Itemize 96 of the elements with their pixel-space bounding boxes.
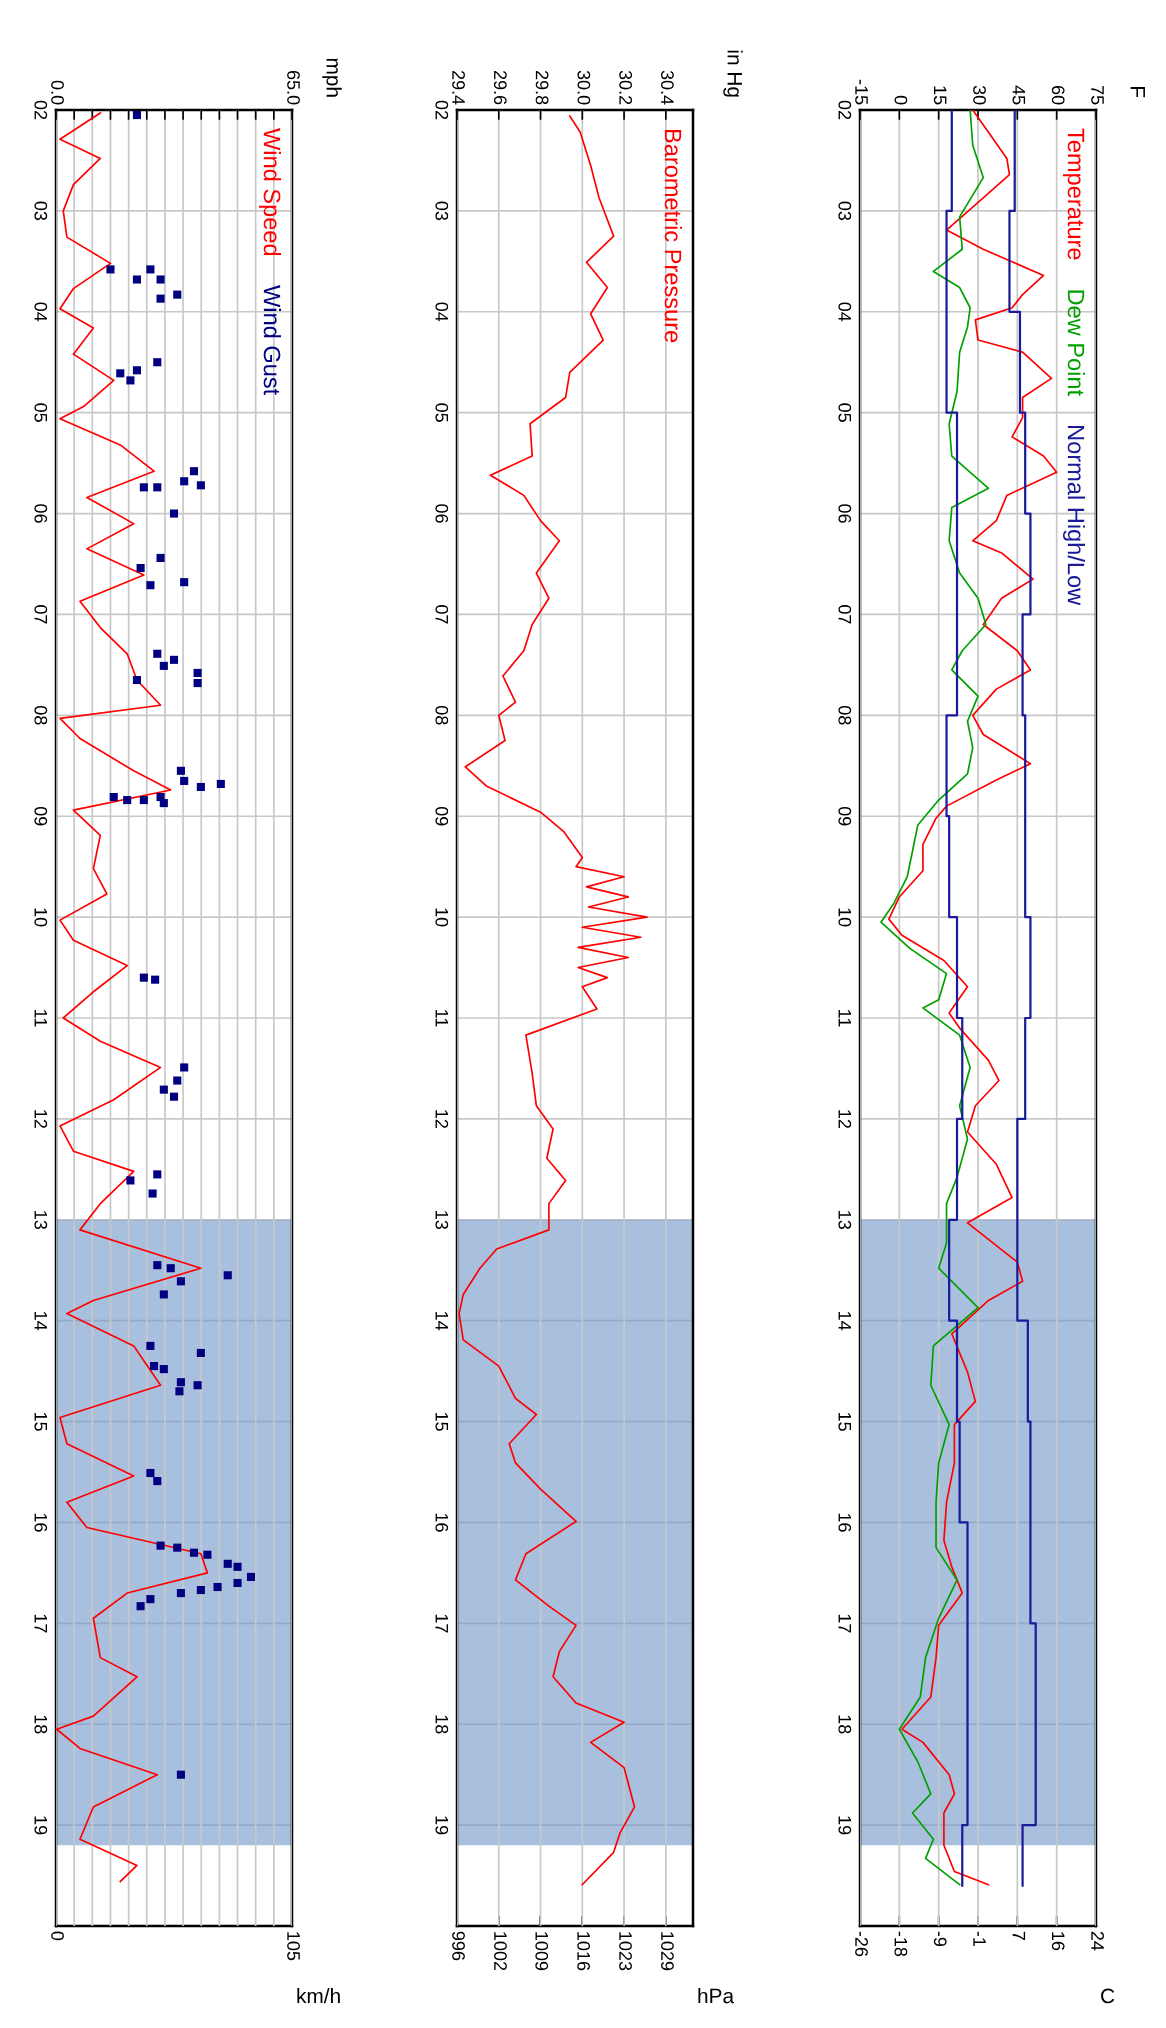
text: Wind Speed [258, 128, 281, 256]
y-tick-label: 13 [838, 1211, 852, 1230]
y-tick-label: 19 [34, 1816, 48, 1835]
y-tick-label: 04 [838, 302, 852, 322]
x-tick-label: 16 [1051, 1932, 1065, 1951]
y-tick-label: 03 [838, 201, 852, 221]
y-tick-label: 18 [34, 1715, 48, 1734]
y-tick-label: 06 [435, 504, 449, 523]
y-tick-label: 15 [34, 1412, 47, 1431]
x2-axis-title: in Hg [723, 50, 743, 97]
y-tick-label: 07 [838, 605, 852, 624]
x2-tick-label: 65.0 [287, 70, 300, 105]
y-tick-label: 06 [838, 504, 852, 523]
y-tick-label: 14 [838, 1312, 851, 1331]
x2-axis-title: F [1130, 86, 1145, 98]
x2-tick-label: 30 [973, 85, 986, 105]
y-tick-label: 12 [34, 1110, 48, 1129]
y-tick-label: 07 [435, 605, 449, 624]
y-tick-label: 09 [838, 806, 852, 826]
y-tick-label: 08 [34, 706, 48, 725]
x-tick-label: 105 [287, 1932, 300, 1961]
x2-tick-label: -15 [855, 79, 868, 105]
y-tick-label: 11 [34, 1010, 47, 1027]
x2-tick-label: 29.6 [493, 70, 507, 105]
y-tick-label: 04 [435, 302, 449, 322]
text: Barometric Pressure [664, 129, 683, 343]
x-tick-label: 0 [51, 1931, 64, 1941]
x-tick-label: -26 [855, 1931, 868, 1957]
text: Dew Point [1067, 290, 1086, 396]
y-tick-label: 18 [838, 1715, 852, 1734]
x-tick-label: -9 [933, 1931, 947, 1947]
y-tick-label: 09 [34, 806, 48, 826]
y-tick-label: 09 [435, 806, 449, 826]
y-tick-label: 16 [435, 1513, 449, 1532]
y-tick-label: 17 [34, 1614, 47, 1633]
y-tick-label: 14 [435, 1312, 448, 1331]
x-tick-label: 1002 [494, 1932, 507, 1971]
x-tick-label: 1016 [577, 1932, 591, 1971]
y-tick-label: 12 [838, 1110, 852, 1129]
y-tick-label: 12 [435, 1110, 449, 1129]
y-tick-label: 19 [838, 1816, 852, 1835]
y-tick-label: 03 [34, 201, 48, 221]
x2-tick-label: 29.8 [535, 70, 549, 105]
y-tick-label: 10 [34, 908, 48, 927]
y-tick-label: 16 [838, 1513, 852, 1532]
y-tick-label: 11 [435, 1010, 448, 1027]
y-tick-label: 02 [838, 100, 852, 120]
x2-tick-label: 60 [1051, 85, 1065, 105]
y-tick-label: 07 [34, 605, 48, 624]
text: Temperature [1062, 128, 1085, 260]
y-tick-label: 05 [34, 403, 48, 422]
y-tick-label: 10 [435, 908, 449, 927]
text: Normal High/Low [1062, 426, 1086, 606]
y-tick-label: 02 [34, 100, 48, 120]
x-axis-title: km/h [297, 1988, 340, 2004]
y-tick-label: 05 [435, 403, 449, 422]
y-tick-label: 11 [838, 1010, 851, 1027]
y-tick-label: 06 [34, 504, 48, 523]
y-tick-label: 16 [34, 1513, 48, 1532]
x-tick-label: 996 [452, 1931, 465, 1961]
y-tick-label: 08 [838, 706, 852, 725]
x2-tick-label: 30.4 [661, 70, 674, 105]
y-tick-label: 19 [435, 1816, 449, 1835]
x-tick-label: -1 [973, 1931, 986, 1947]
x-tick-label: 24 [1091, 1931, 1104, 1951]
y-tick-label: 18 [435, 1715, 449, 1734]
x-axis-title: C [1101, 1988, 1115, 2004]
x-tick-label: 1023 [619, 1932, 632, 1971]
y-tick-label: 15 [435, 1412, 448, 1431]
y-tick-label: 13 [34, 1211, 48, 1230]
y-tick-label: 05 [838, 403, 852, 422]
text: Wind Gust [263, 285, 281, 396]
x2-tick-label: 45 [1012, 85, 1026, 105]
y-tick-label: 03 [435, 201, 449, 221]
y-tick-label: 17 [435, 1614, 448, 1633]
x2-tick-label: 30.0 [577, 70, 591, 105]
x2-axis-title: mph [322, 58, 342, 97]
x2-tick-label: 0 [894, 95, 908, 105]
y-tick-label: 08 [435, 706, 449, 725]
x-axis-title: hPa [698, 1988, 735, 2004]
y-tick-label: 13 [435, 1211, 449, 1230]
x2-tick-label: 15 [933, 86, 947, 105]
x-tick-label: 7 [1012, 1931, 1026, 1940]
y-tick-label: 17 [838, 1614, 851, 1633]
x-tick-label: -18 [894, 1931, 908, 1957]
x2-tick-label: 30.2 [619, 70, 633, 105]
x-tick-label: 1009 [535, 1932, 549, 1971]
x2-tick-label: 75 [1091, 85, 1104, 105]
x2-tick-label: 0.0 [51, 80, 64, 105]
y-tick-label: 10 [838, 908, 852, 927]
y-tick-label: 04 [34, 302, 48, 322]
y-tick-label: 15 [838, 1412, 851, 1431]
y-tick-label: 02 [435, 100, 449, 120]
x-tick-label: 1029 [661, 1932, 674, 1971]
y-tick-label: 14 [34, 1312, 47, 1331]
x2-tick-label: 29.4 [452, 70, 465, 105]
